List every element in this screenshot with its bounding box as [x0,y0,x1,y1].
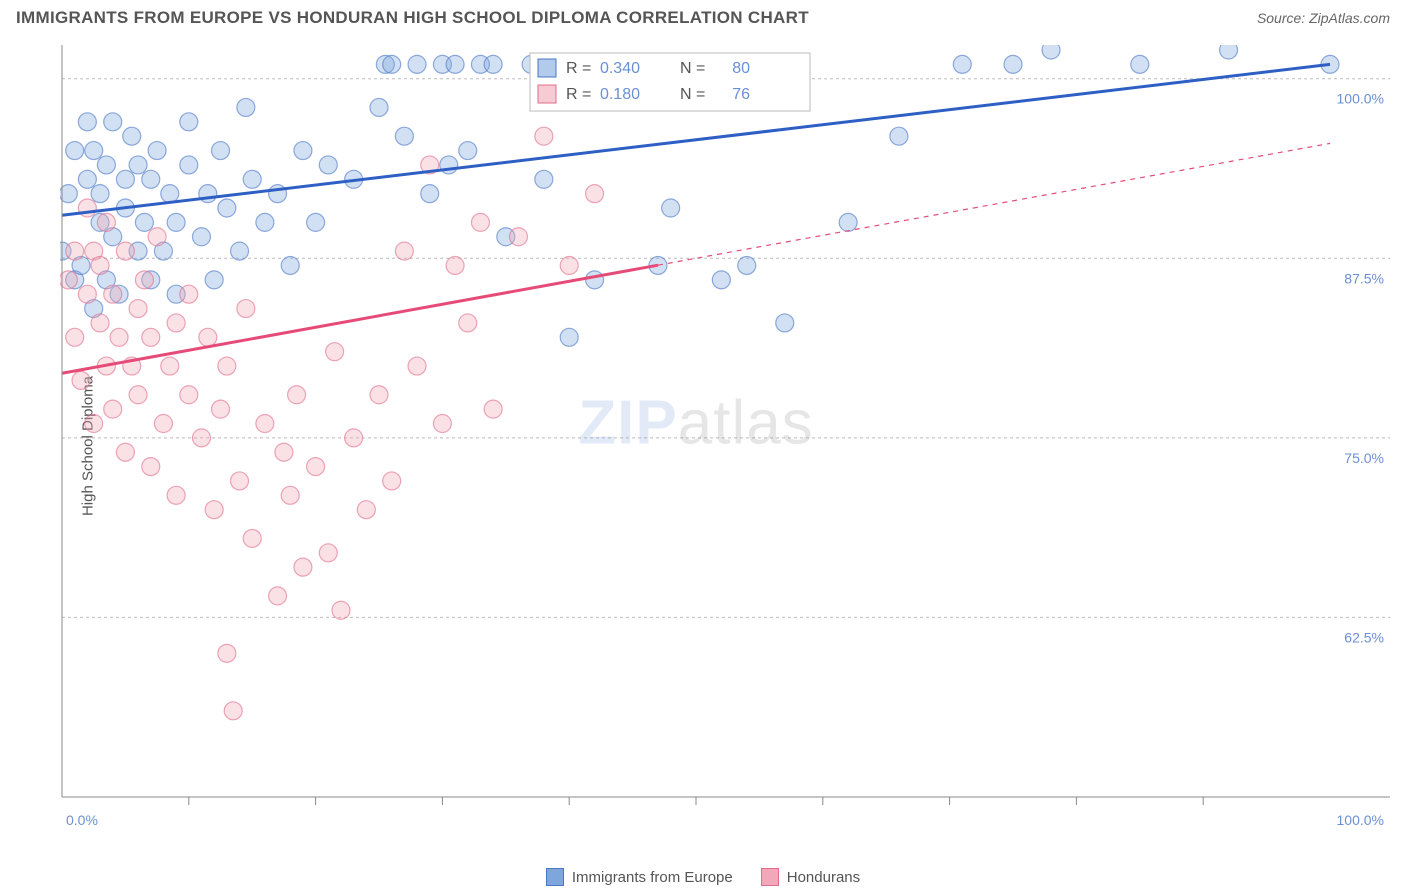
legend: Immigrants from Europe Hondurans [0,868,1406,886]
svg-text:87.5%: 87.5% [1344,270,1384,286]
svg-text:R =: R = [566,60,591,77]
svg-text:62.5%: 62.5% [1344,629,1384,645]
svg-text:75.0%: 75.0% [1344,450,1384,466]
legend-label: Hondurans [787,869,860,886]
svg-text:100.0%: 100.0% [1337,91,1384,107]
svg-text:N =: N = [680,86,705,103]
legend-item-hondurans: Hondurans [761,868,860,886]
legend-item-europe: Immigrants from Europe [546,868,733,886]
svg-text:100.0%: 100.0% [1337,812,1384,828]
svg-text:0.340: 0.340 [600,60,640,77]
chart-header: IMMIGRANTS FROM EUROPE VS HONDURAN HIGH … [0,0,1406,32]
svg-text:0.0%: 0.0% [66,812,98,828]
svg-text:N =: N = [680,60,705,77]
chart-source: Source: ZipAtlas.com [1257,10,1390,26]
legend-label: Immigrants from Europe [572,869,733,886]
svg-text:76: 76 [732,86,750,103]
chart-area: 62.5% 75.0% 87.5% 100.0% ZIPatlas 0.0% 100.0% R… [60,45,1390,835]
scatter-chart: 62.5% 75.0% 87.5% 100.0% ZIPatlas 0.0% 100.0% R… [60,45,1390,835]
svg-text:80: 80 [732,60,750,77]
svg-text:0.180: 0.180 [600,86,640,103]
svg-text:ZIPatlas: ZIPatlas [578,389,813,458]
svg-text:R =: R = [566,86,591,103]
legend-swatch-icon [546,868,564,886]
legend-swatch-icon [761,868,779,886]
chart-title: IMMIGRANTS FROM EUROPE VS HONDURAN HIGH … [16,8,809,28]
